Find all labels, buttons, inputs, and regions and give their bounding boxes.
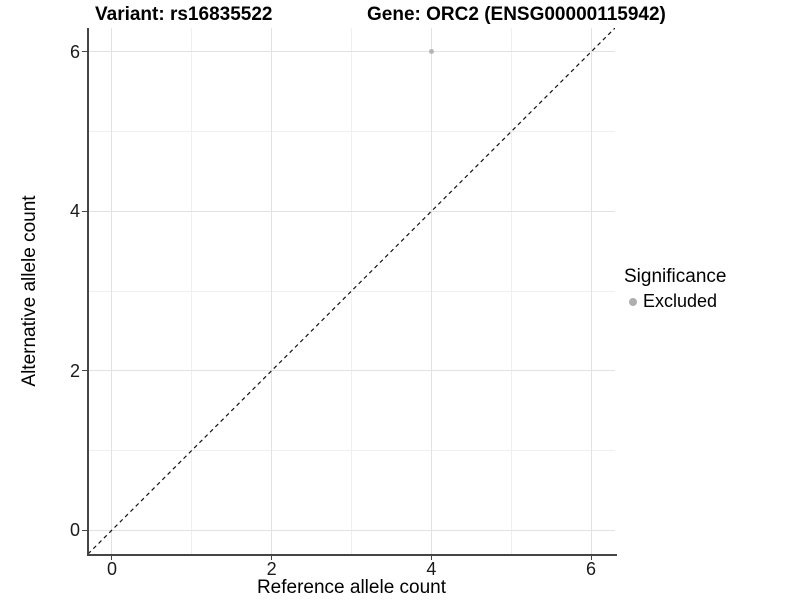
gridline-major-horizontal — [88, 51, 615, 53]
x-tick-label: 0 — [106, 559, 117, 579]
legend: Significance Excluded — [624, 266, 726, 312]
legend-key — [624, 293, 641, 310]
x-tick-mark — [111, 555, 113, 560]
x-tick-mark — [590, 555, 592, 560]
gridline-major-vertical — [111, 28, 113, 554]
legend-entry-label: Excluded — [643, 291, 718, 311]
y-axis-title: Alternative allele count — [19, 195, 40, 387]
gridline-major-horizontal — [88, 529, 615, 531]
y-tick-label: 0 — [69, 520, 80, 541]
gridline-minor-horizontal — [88, 290, 615, 292]
x-tick-label: 2 — [266, 559, 277, 579]
x-tick-label: 4 — [426, 559, 437, 579]
y-tick-label: 2 — [69, 360, 80, 381]
y-axis-line — [87, 28, 89, 556]
gridline-major-horizontal — [88, 210, 615, 212]
variant-title: Variant: rs16835522 — [95, 4, 273, 25]
gridline-minor-horizontal — [88, 449, 615, 451]
x-axis-title: Reference allele count — [256, 577, 447, 598]
y-tick-mark — [82, 210, 87, 212]
x-tick-mark — [271, 555, 273, 560]
legend-entry-excluded: Excluded — [624, 291, 726, 312]
data-point — [428, 49, 434, 55]
x-tick-label: 6 — [586, 559, 597, 579]
y-tick-mark — [82, 370, 87, 372]
y-tick-mark — [82, 529, 87, 531]
y-tick-label: 4 — [69, 201, 80, 222]
y-tick-label: 6 — [69, 41, 80, 62]
x-tick-mark — [430, 555, 432, 560]
x-axis-line — [87, 554, 617, 556]
legend-point-icon — [628, 297, 637, 306]
plot-panel — [88, 28, 615, 554]
legend-title: Significance — [624, 266, 727, 287]
gridline-minor-horizontal — [88, 131, 615, 133]
identity-dashed-line — [88, 28, 615, 554]
y-tick-mark — [82, 51, 87, 53]
gridline-major-horizontal — [88, 370, 615, 372]
gridline-major-vertical — [590, 28, 592, 554]
gene-title: Gene: ORC2 (ENSG00000115942) — [367, 4, 666, 25]
gridline-major-vertical — [430, 28, 432, 554]
gridline-major-vertical — [271, 28, 273, 554]
